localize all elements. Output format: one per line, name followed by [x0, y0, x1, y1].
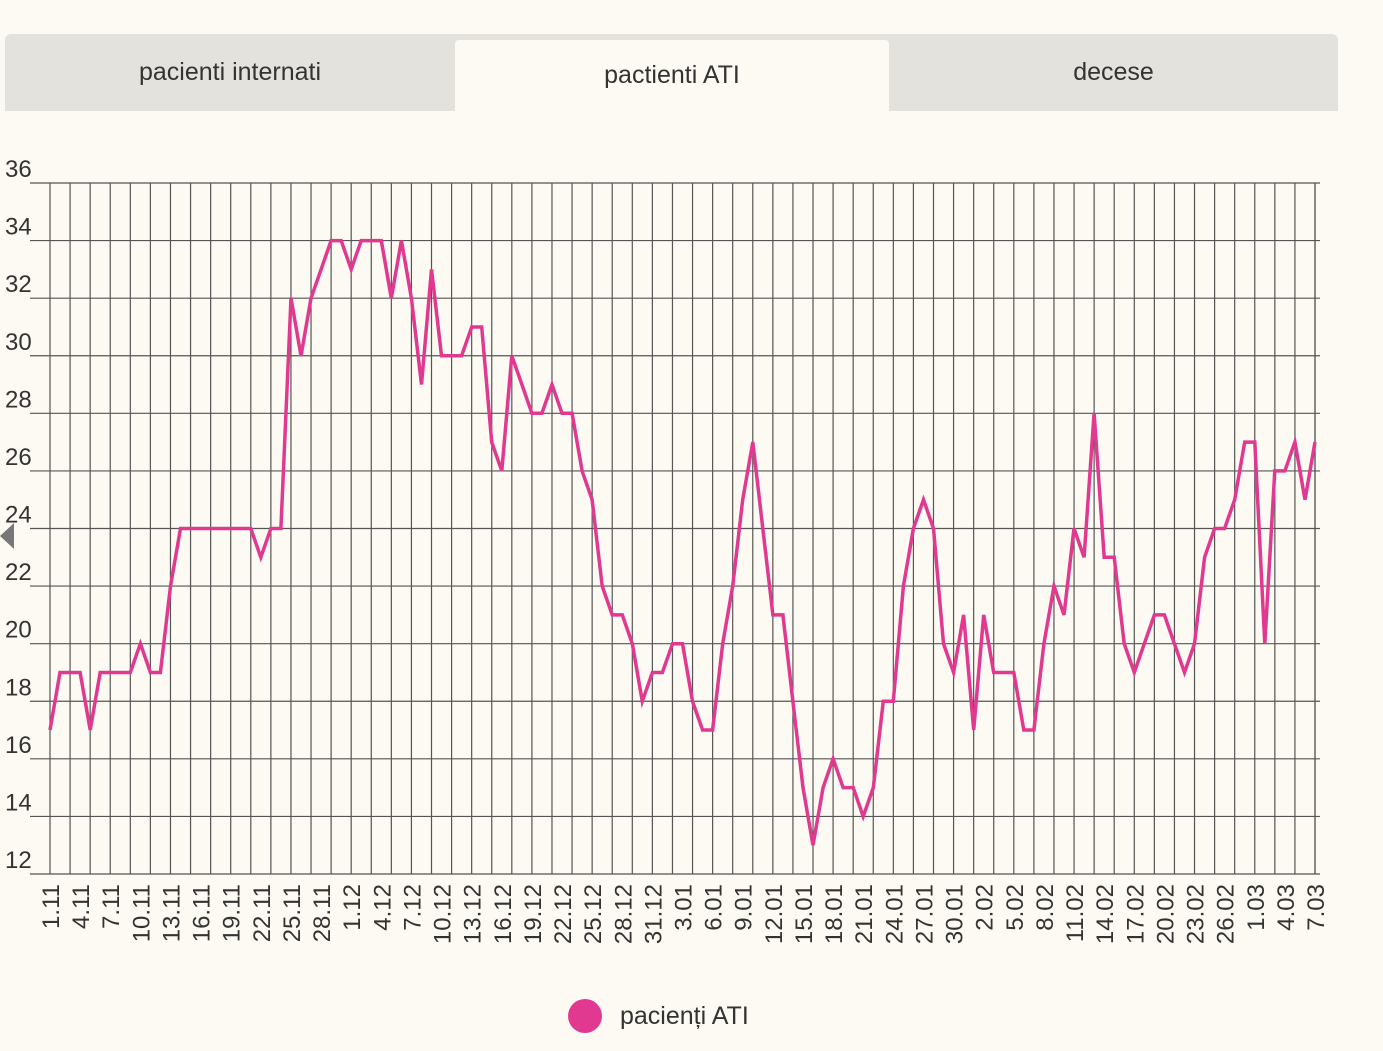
x-tick-label: 6.01: [701, 884, 728, 931]
x-tick-label: 7.12: [399, 884, 426, 931]
x-tick-label: 24.01: [881, 884, 908, 944]
tab-pacienti-ati[interactable]: pactienti ATI: [455, 40, 889, 111]
x-tick-label: 14.02: [1092, 884, 1119, 944]
y-tick-label: 12: [5, 847, 32, 874]
y-tick-label: 22: [5, 559, 32, 586]
tab-pacienti-internati[interactable]: pacienti internati: [138, 58, 322, 86]
x-tick-label: 28.12: [610, 884, 637, 944]
x-tick-label: 16.11: [189, 884, 216, 942]
x-tick-label: 1.03: [1243, 884, 1270, 931]
x-tick-label: 19.11: [219, 884, 246, 942]
y-tick-label: 34: [5, 214, 32, 241]
y-tick-label: 30: [5, 329, 32, 356]
x-tick-label: 4.11: [68, 884, 95, 929]
x-tick-label: 4.12: [369, 884, 396, 931]
y-tick-label: 32: [5, 271, 32, 298]
x-tick-label: 12.01: [761, 884, 788, 944]
x-tick-label: 25.12: [580, 884, 607, 944]
y-tick-label: 18: [5, 674, 32, 701]
y-tick-label: 36: [5, 156, 32, 183]
x-tick-label: 26.02: [1213, 884, 1240, 944]
x-tick-label: 25.11: [279, 884, 306, 942]
x-tick-label: 30.01: [942, 884, 969, 944]
x-tick-label: 7.03: [1303, 884, 1330, 931]
x-tick-label: 22.12: [550, 884, 577, 944]
x-tick-label: 22.11: [249, 884, 276, 942]
x-tick-label: 15.01: [791, 884, 818, 944]
legend-dot-icon: [568, 999, 602, 1033]
x-tick-label: 23.02: [1183, 884, 1210, 944]
x-tick-label: 3.01: [671, 884, 698, 931]
x-tick-label: 21.01: [851, 884, 878, 944]
x-tick-label: 8.02: [1032, 884, 1059, 931]
x-tick-label: 2.02: [972, 884, 999, 931]
x-tick-label: 7.11: [98, 884, 125, 929]
x-tick-label: 1.11: [38, 884, 65, 929]
series-line-pacienti-ati: [48, 238, 1317, 846]
tab-decese[interactable]: decese: [1073, 58, 1154, 86]
y-tick-label: 16: [5, 732, 32, 759]
x-tick-label: 13.11: [158, 884, 185, 942]
x-tick-label: 20.02: [1152, 884, 1179, 944]
x-tick-label: 4.03: [1273, 884, 1300, 931]
chart-legend[interactable]: pacienți ATI: [568, 998, 749, 1034]
scroll-left-arrow-icon[interactable]: [0, 523, 14, 549]
tab-bar: pacienti internati pactienti ATI decese: [5, 34, 1338, 111]
y-tick-label: 26: [5, 444, 32, 471]
x-tick-label: 5.02: [1002, 884, 1029, 931]
x-tick-label: 10.11: [128, 884, 155, 942]
legend-label: pacienți ATI: [620, 1001, 749, 1030]
x-tick-label: 28.11: [309, 884, 336, 942]
x-tick-label: 10.12: [430, 884, 457, 944]
x-tick-label: 27.01: [911, 884, 938, 944]
y-tick-label: 14: [5, 789, 32, 816]
x-tick-label: 31.12: [640, 884, 667, 944]
x-tick-label: 19.12: [520, 884, 547, 944]
x-tick-label: 13.12: [460, 884, 487, 944]
y-tick-label: 20: [5, 617, 32, 644]
x-tick-label: 16.12: [490, 884, 517, 944]
y-tick-label: 28: [5, 386, 32, 413]
x-tick-label: 17.02: [1122, 884, 1149, 944]
x-tick-label: 9.01: [731, 884, 758, 931]
x-tick-label: 11.02: [1062, 884, 1089, 942]
x-tick-label: 18.01: [821, 884, 848, 944]
x-tick-label: 1.12: [339, 884, 366, 931]
